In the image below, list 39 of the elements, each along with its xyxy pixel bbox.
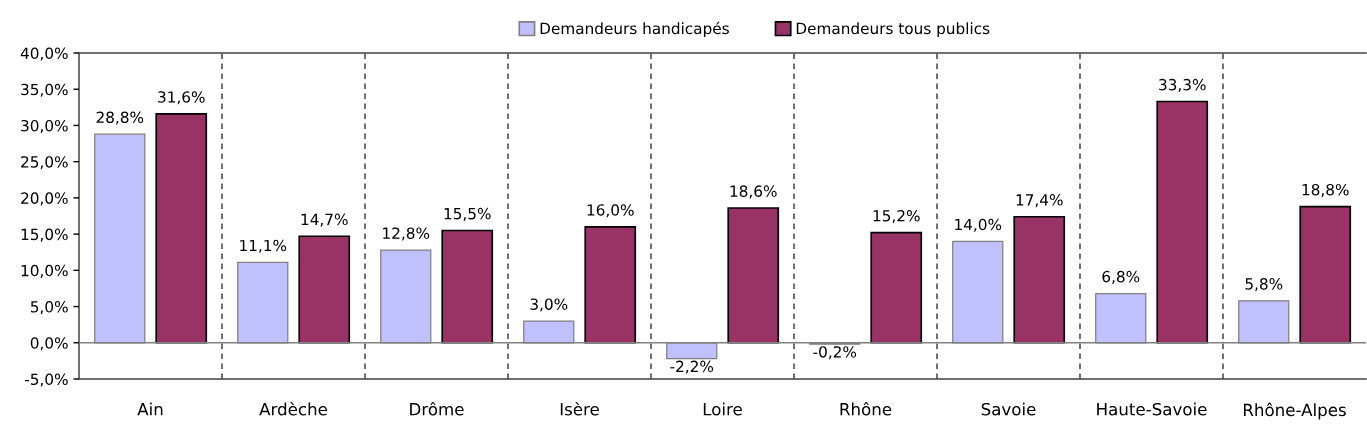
data-label: 14,7%: [301, 213, 348, 227]
data-label: 16,0%: [587, 204, 634, 218]
x-tick-label: Rhône-Alpes: [1243, 402, 1346, 420]
y-tick-label: 5,0%: [30, 301, 68, 315]
x-tick-label: Isère: [560, 401, 599, 416]
data-label: 12,8%: [383, 227, 430, 241]
data-label: 18,8%: [1302, 183, 1349, 198]
data-label: 11,1%: [240, 239, 287, 253]
y-tick-label: 25,0%: [21, 156, 68, 170]
y-tick-label: 15,0%: [21, 228, 68, 242]
data-label: 31,6%: [158, 91, 205, 105]
data-label: -2,2%: [670, 360, 714, 374]
data-label: 5,8%: [1245, 278, 1283, 292]
data-label: 6,8%: [1102, 270, 1140, 284]
x-tick-label: Rhône: [840, 401, 892, 416]
data-label: 17,4%: [1016, 194, 1063, 208]
data-label: 3,0%: [530, 298, 568, 312]
y-tick-label: 20,0%: [21, 192, 68, 206]
y-tick-label: -5,0%: [25, 373, 68, 387]
data-label: 18,6%: [730, 185, 777, 199]
data-label: 33,3%: [1159, 78, 1206, 92]
x-tick-label: Savoie: [981, 402, 1036, 416]
y-tick-label: 35,0%: [21, 83, 68, 97]
x-tick-label: Drôme: [410, 401, 464, 416]
y-tick-label: 10,0%: [21, 264, 68, 278]
x-tick-label: Ardèche: [259, 401, 327, 416]
legend-label: Demandeurs handicapés: [540, 21, 729, 38]
y-tick-label: 40,0%: [20, 47, 68, 61]
data-label: 15,5%: [444, 207, 491, 221]
x-tick-label: Loire: [703, 402, 742, 416]
y-tick-label: 0,0%: [30, 337, 68, 351]
data-label: 28,8%: [96, 111, 144, 125]
legend-label: Demandeurs tous publics: [796, 22, 990, 38]
data-label: 15,2%: [873, 210, 920, 224]
x-tick-label: Ain: [137, 402, 163, 416]
x-tick-label: Haute-Savoie: [1097, 402, 1207, 416]
y-tick-label: 30,0%: [21, 119, 68, 134]
data-label: -0,2%: [813, 346, 857, 360]
data-label: 14,0%: [955, 218, 1002, 232]
